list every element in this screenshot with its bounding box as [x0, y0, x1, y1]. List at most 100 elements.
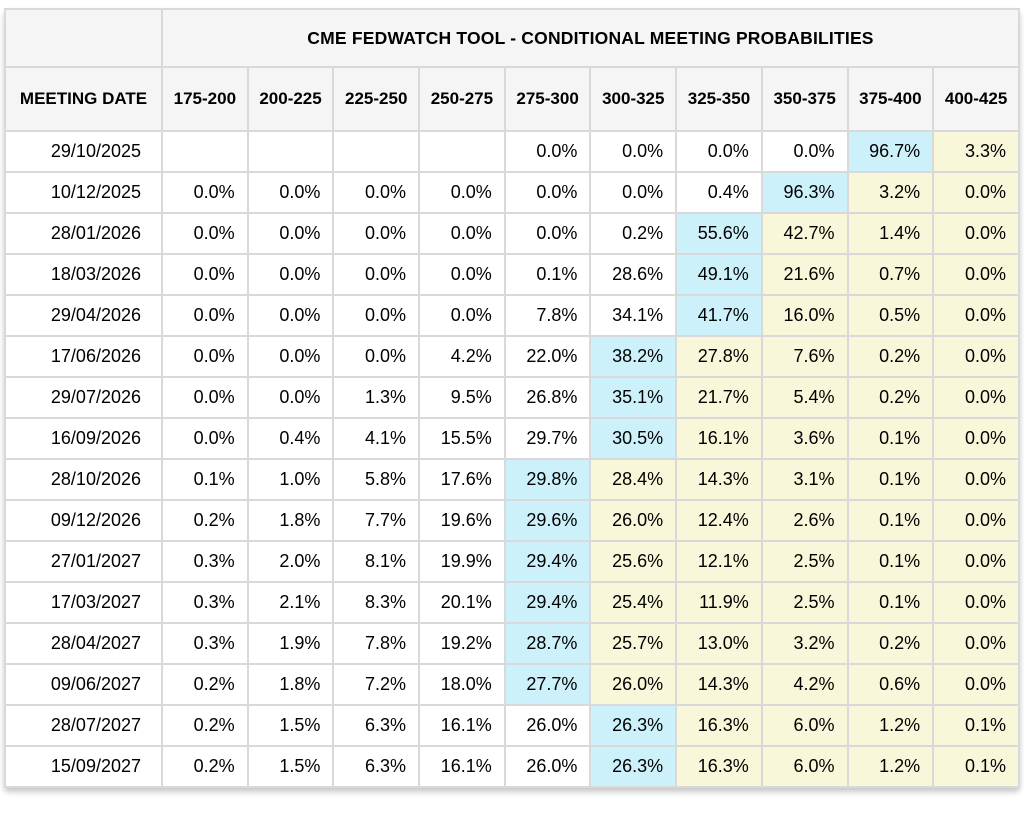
- probability-cell: 13.0%: [675, 622, 763, 665]
- rate-range-header: 300-325: [589, 66, 678, 132]
- meeting-date-cell: 10/12/2025: [4, 171, 163, 214]
- meeting-date-cell: 29/04/2026: [4, 294, 163, 337]
- meeting-date-cell: 28/04/2027: [4, 622, 163, 665]
- probability-cell: 55.6%: [675, 212, 763, 255]
- probability-cell: 15.5%: [418, 417, 506, 460]
- probability-cell: 26.0%: [503, 745, 592, 788]
- table-row: 29/07/2026 0.0% 0.0% 1.3% 9.5% 26.8% 35.1% 21.7…: [4, 376, 1020, 419]
- probability-cell: 4.2%: [418, 335, 506, 378]
- probability-cell: 21.7%: [675, 376, 763, 419]
- probability-cell: 0.2%: [589, 212, 678, 255]
- probability-cell: 16.1%: [418, 704, 506, 747]
- probability-cell: 26.3%: [589, 704, 678, 747]
- probability-cell: 16.1%: [418, 745, 506, 788]
- probability-cell: 0.0%: [161, 171, 249, 214]
- probability-cell: 0.0%: [161, 212, 249, 255]
- probability-cell: 0.0%: [332, 212, 421, 255]
- probability-cell: 16.3%: [675, 704, 763, 747]
- table-row: 09/12/2026 0.2% 1.8% 7.7% 19.6% 29.6% 26.0% 12.…: [4, 499, 1020, 542]
- probability-cell: 19.9%: [418, 540, 506, 583]
- probability-cell: 0.4%: [246, 417, 335, 460]
- probability-cell: 26.8%: [503, 376, 592, 419]
- probability-cell: 12.4%: [675, 499, 763, 542]
- meeting-date-cell: 17/03/2027: [4, 581, 163, 624]
- rate-range-header: 200-225: [246, 66, 335, 132]
- table-row: 28/10/2026 0.1% 1.0% 5.8% 17.6% 29.8% 28.4% 14.…: [4, 458, 1020, 501]
- probability-cell: 7.7%: [332, 499, 421, 542]
- probability-cell: 7.8%: [503, 294, 592, 337]
- meeting-date-cell: 09/06/2027: [4, 663, 163, 706]
- probability-cell: 6.3%: [332, 704, 421, 747]
- probability-cell: 0.0%: [932, 663, 1020, 706]
- rate-range-header: 275-300: [503, 66, 592, 132]
- probability-cell: 28.7%: [503, 622, 592, 665]
- probability-cell: 7.2%: [332, 663, 421, 706]
- probability-cell: 1.4%: [846, 212, 935, 255]
- table-row: 28/01/2026 0.0% 0.0% 0.0% 0.0% 0.0% 0.2% 55.6% 4…: [4, 212, 1020, 255]
- probability-cell: 19.6%: [418, 499, 506, 542]
- rate-range-header: 250-275: [418, 66, 506, 132]
- rate-range-header: 375-400: [846, 66, 935, 132]
- probability-cell: 1.8%: [246, 663, 335, 706]
- probability-cell: 0.3%: [161, 622, 249, 665]
- probability-cell: 2.5%: [760, 540, 849, 583]
- probability-cell: 25.4%: [589, 581, 678, 624]
- rate-range-header: 175-200: [161, 66, 249, 132]
- meeting-date-cell: 15/09/2027: [4, 745, 163, 788]
- probability-cell: 0.0%: [932, 458, 1020, 501]
- probability-cell: 3.3%: [932, 130, 1020, 173]
- table-row: 28/04/2027 0.3% 1.9% 7.8% 19.2% 28.7% 25.7% 13.…: [4, 622, 1020, 665]
- probability-cell: 0.2%: [161, 704, 249, 747]
- probability-cell: [418, 130, 506, 173]
- probability-cell: 26.0%: [589, 663, 678, 706]
- probability-cell: 0.0%: [332, 294, 421, 337]
- probability-cell: 16.1%: [675, 417, 763, 460]
- probability-cell: 0.0%: [932, 253, 1020, 296]
- probability-cell: 6.3%: [332, 745, 421, 788]
- probability-cell: 35.1%: [589, 376, 678, 419]
- probability-cell: 0.0%: [675, 130, 763, 173]
- probability-cell: 0.0%: [760, 130, 849, 173]
- probability-cell: 1.2%: [846, 745, 935, 788]
- table-title: CME FEDWATCH TOOL - CONDITIONAL MEETING …: [161, 8, 1020, 68]
- probability-cell: 0.0%: [161, 253, 249, 296]
- probability-cell: 0.0%: [332, 171, 421, 214]
- probability-cell: 0.1%: [846, 417, 935, 460]
- probability-cell: 0.4%: [675, 171, 763, 214]
- probability-cell: 0.0%: [503, 212, 592, 255]
- probability-cell: 0.2%: [161, 745, 249, 788]
- rate-range-header: 225-250: [332, 66, 421, 132]
- probability-cell: 7.6%: [760, 335, 849, 378]
- probability-cell: 38.2%: [589, 335, 678, 378]
- probability-cell: 0.1%: [161, 458, 249, 501]
- probability-cell: 0.0%: [418, 253, 506, 296]
- probability-cell: 0.6%: [846, 663, 935, 706]
- probability-cell: [161, 130, 249, 173]
- probability-cell: 0.0%: [589, 130, 678, 173]
- title-row: CME FEDWATCH TOOL - CONDITIONAL MEETING …: [4, 8, 1020, 68]
- probability-cell: 41.7%: [675, 294, 763, 337]
- meeting-date-cell: 18/03/2026: [4, 253, 163, 296]
- probability-cell: 0.0%: [332, 253, 421, 296]
- probability-cell: 0.0%: [589, 171, 678, 214]
- probability-cell: 28.6%: [589, 253, 678, 296]
- probability-cell: 16.0%: [760, 294, 849, 337]
- probability-cell: 5.4%: [760, 376, 849, 419]
- probability-cell: 5.8%: [332, 458, 421, 501]
- probability-cell: 0.3%: [161, 540, 249, 583]
- probability-cell: 0.0%: [418, 294, 506, 337]
- probability-cell: 96.7%: [846, 130, 935, 173]
- probability-cell: 1.5%: [246, 745, 335, 788]
- probability-cell: 0.0%: [246, 335, 335, 378]
- probability-cell: 14.3%: [675, 663, 763, 706]
- table-row: 16/09/2026 0.0% 0.4% 4.1% 15.5% 29.7% 30.5% 16.…: [4, 417, 1020, 460]
- probability-cell: 0.2%: [846, 335, 935, 378]
- probability-cell: 29.4%: [503, 581, 592, 624]
- probability-cell: 1.2%: [846, 704, 935, 747]
- rate-range-header: 325-350: [675, 66, 763, 132]
- probability-cell: 0.0%: [932, 417, 1020, 460]
- meeting-date-header: MEETING DATE: [4, 66, 163, 132]
- probability-cell: 0.0%: [932, 335, 1020, 378]
- probability-cell: 9.5%: [418, 376, 506, 419]
- meeting-date-cell: 27/01/2027: [4, 540, 163, 583]
